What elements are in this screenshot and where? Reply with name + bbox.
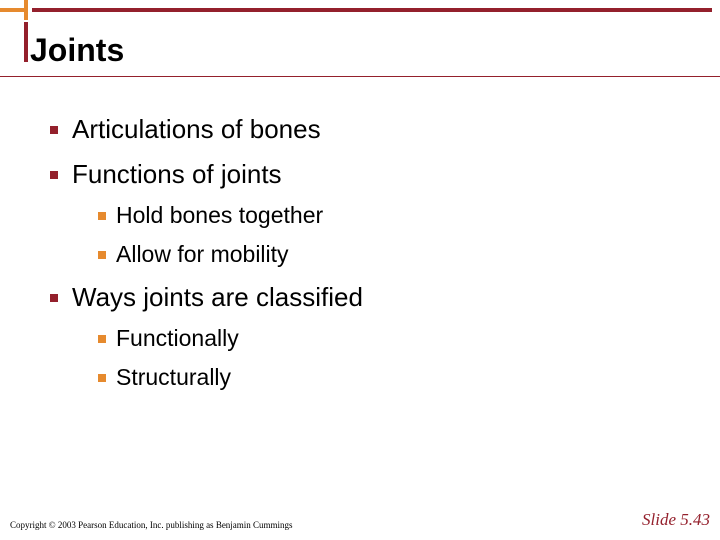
bullet-icon (98, 251, 106, 259)
bullet-level2: Hold bones together (98, 202, 690, 229)
title-container: Joints (30, 32, 124, 69)
bullet-text: Functions of joints (72, 159, 282, 190)
bullet-icon (98, 374, 106, 382)
bullet-text: Ways joints are classified (72, 282, 363, 313)
copyright-text: Copyright © 2003 Pearson Education, Inc.… (10, 520, 293, 530)
bullet-icon (50, 171, 58, 179)
footer: Copyright © 2003 Pearson Education, Inc.… (10, 510, 710, 530)
slide-title: Joints (30, 32, 124, 69)
bullet-level1: Articulations of bones (50, 114, 690, 145)
bullet-text: Functionally (116, 325, 239, 352)
slide-number: Slide 5.43 (642, 510, 710, 530)
bullet-icon (98, 335, 106, 343)
bullet-level1: Ways joints are classified (50, 282, 690, 313)
bullet-text: Allow for mobility (116, 241, 289, 268)
decor-top-red (32, 8, 712, 12)
bullet-level2: Allow for mobility (98, 241, 690, 268)
bullet-level1: Functions of joints (50, 159, 690, 190)
bullet-level2: Functionally (98, 325, 690, 352)
bullet-text: Structurally (116, 364, 231, 391)
content-area: Articulations of bones Functions of joint… (50, 100, 690, 399)
bullet-icon (50, 126, 58, 134)
title-underline (0, 76, 720, 77)
bullet-text: Hold bones together (116, 202, 323, 229)
bullet-level2: Structurally (98, 364, 690, 391)
bullet-icon (98, 212, 106, 220)
decor-left-red (24, 22, 28, 62)
bullet-text: Articulations of bones (72, 114, 321, 145)
bullet-icon (50, 294, 58, 302)
decor-left-orange (24, 0, 28, 20)
